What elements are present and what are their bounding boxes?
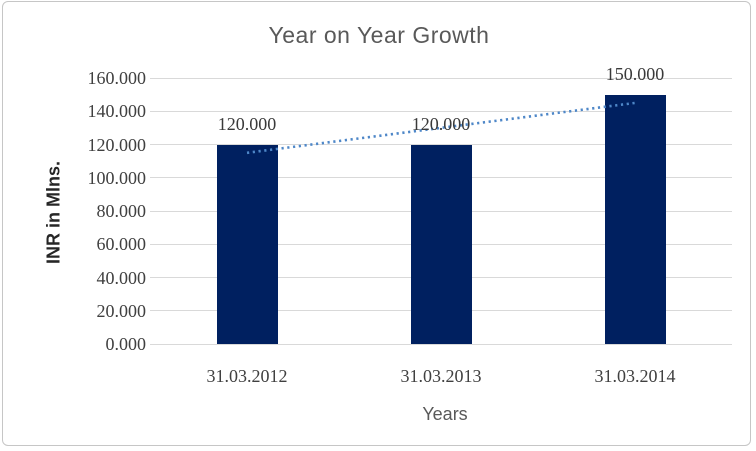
gridline bbox=[150, 110, 732, 112]
chart-frame: Year on Year Growth INR in Mlns. Years 0… bbox=[2, 1, 751, 446]
y-tick-label: 140.000 bbox=[87, 101, 147, 122]
data-label: 150.000 bbox=[605, 63, 665, 84]
y-tick-label: 160.000 bbox=[87, 68, 147, 88]
y-tick-label: 0.000 bbox=[105, 334, 147, 354]
x-tick-label: 31.03.2012 bbox=[206, 366, 288, 386]
trendline bbox=[246, 101, 636, 155]
y-tick-label: 40.000 bbox=[96, 267, 147, 288]
y-tick-label: 20.000 bbox=[96, 300, 147, 321]
data-label: 120.000 bbox=[411, 113, 471, 134]
bar-31.03.2012 bbox=[216, 144, 278, 344]
trendline-layer bbox=[246, 101, 636, 155]
gridline bbox=[150, 343, 732, 345]
x-tick-label: 31.03.2013 bbox=[400, 366, 482, 386]
y-tick-label: 100.000 bbox=[87, 167, 147, 188]
gridline bbox=[150, 77, 732, 79]
plot-area bbox=[150, 77, 732, 345]
x-tick-label: 31.03.2014 bbox=[594, 366, 676, 386]
chart-title: Year on Year Growth bbox=[268, 22, 490, 48]
x-axis-title: Years bbox=[422, 404, 468, 424]
bar-31.03.2014 bbox=[604, 94, 666, 344]
y-tick-label: 80.000 bbox=[96, 201, 147, 221]
y-tick-label: 60.000 bbox=[96, 234, 147, 255]
bar-31.03.2013 bbox=[410, 144, 472, 344]
y-tick-label: 120.000 bbox=[87, 134, 147, 155]
data-label: 120.000 bbox=[217, 113, 277, 134]
